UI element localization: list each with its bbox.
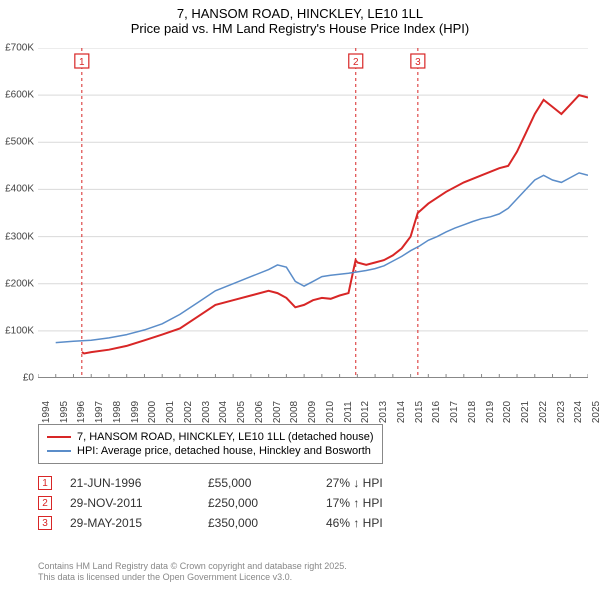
y-tick-label: £700K — [5, 43, 34, 54]
x-tick-label: 2012 — [360, 401, 371, 423]
title-block: 7, HANSOM ROAD, HINCKLEY, LE10 1LL Price… — [0, 0, 600, 36]
y-tick-label: £100K — [5, 325, 34, 336]
x-tick-label: 2002 — [183, 401, 194, 423]
x-tick-label: 2014 — [396, 401, 407, 423]
x-tick-label: 2018 — [467, 401, 478, 423]
sale-price: £350,000 — [208, 516, 308, 530]
series-price_paid — [82, 95, 588, 353]
legend-item: 7, HANSOM ROAD, HINCKLEY, LE10 1LL (deta… — [47, 431, 374, 443]
sale-row: 1 21-JUN-1996 £55,000 27% ↓ HPI — [38, 476, 426, 490]
sale-marker-badge: 2 — [38, 496, 52, 510]
title-address: 7, HANSOM ROAD, HINCKLEY, LE10 1LL — [0, 6, 600, 21]
sale-row: 2 29-NOV-2011 £250,000 17% ↑ HPI — [38, 496, 426, 510]
x-tick-label: 2022 — [538, 401, 549, 423]
sale-delta: 46% ↑ HPI — [326, 516, 426, 530]
x-tick-label: 2011 — [343, 401, 354, 423]
x-tick-label: 2000 — [147, 401, 158, 423]
x-tick-label: 2019 — [485, 401, 496, 423]
x-tick-label: 2015 — [414, 401, 425, 423]
plot-area: 1 2 3 — [38, 48, 588, 378]
svg-text:1: 1 — [79, 57, 85, 68]
legend-label: 7, HANSOM ROAD, HINCKLEY, LE10 1LL (deta… — [77, 431, 374, 443]
x-tick-label: 2013 — [378, 401, 389, 423]
x-tick-label: 2016 — [431, 401, 442, 423]
x-tick-label: 1999 — [130, 401, 141, 423]
x-tick-label: 1994 — [41, 401, 52, 423]
y-tick-label: £0 — [23, 373, 34, 384]
sale-delta: 27% ↓ HPI — [326, 476, 426, 490]
x-tick-label: 2003 — [201, 401, 212, 423]
x-tick-label: 2004 — [218, 401, 229, 423]
sale-price: £55,000 — [208, 476, 308, 490]
y-tick-label: £600K — [5, 90, 34, 101]
x-tick-label: 2025 — [591, 401, 600, 423]
footer-line1: Contains HM Land Registry data © Crown c… — [38, 561, 347, 573]
sale-marker-3: 3 — [411, 54, 425, 68]
y-tick-label: £200K — [5, 278, 34, 289]
sale-marker-2: 2 — [349, 54, 363, 68]
sale-row: 3 29-MAY-2015 £350,000 46% ↑ HPI — [38, 516, 426, 530]
x-tick-label: 2008 — [289, 401, 300, 423]
legend: 7, HANSOM ROAD, HINCKLEY, LE10 1LL (deta… — [38, 424, 383, 464]
sale-marker-badge: 1 — [38, 476, 52, 490]
footer: Contains HM Land Registry data © Crown c… — [38, 561, 347, 584]
x-tick-label: 2005 — [236, 401, 247, 423]
series-hpi — [56, 173, 588, 343]
x-tick-label: 1997 — [94, 401, 105, 423]
sale-marker-badge: 3 — [38, 516, 52, 530]
x-tick-label: 2006 — [254, 401, 265, 423]
x-tick-label: 2001 — [165, 401, 176, 423]
y-axis: £0£100K£200K£300K£400K£500K£600K£700K — [0, 48, 36, 378]
x-tick-label: 1995 — [59, 401, 70, 423]
legend-item: HPI: Average price, detached house, Hinc… — [47, 445, 374, 457]
sale-price: £250,000 — [208, 496, 308, 510]
title-subtitle: Price paid vs. HM Land Registry's House … — [0, 21, 600, 36]
x-tick-label: 2010 — [325, 401, 336, 423]
x-tick-label: 2007 — [272, 401, 283, 423]
sale-date: 21-JUN-1996 — [70, 476, 190, 490]
sale-date: 29-NOV-2011 — [70, 496, 190, 510]
sale-date: 29-MAY-2015 — [70, 516, 190, 530]
y-tick-label: £500K — [5, 137, 34, 148]
legend-label: HPI: Average price, detached house, Hinc… — [77, 445, 371, 457]
x-tick-label: 2021 — [520, 401, 531, 423]
chart-svg: 1 2 3 — [38, 48, 588, 378]
x-tick-label: 2023 — [556, 401, 567, 423]
x-tick-label: 2017 — [449, 401, 460, 423]
x-tick-label: 1998 — [112, 401, 123, 423]
x-axis: 1994 1995 1996 1997 1998 1999 2000 2001 2002 2003… — [38, 380, 588, 420]
sale-marker-1: 1 — [75, 54, 89, 68]
legend-swatch — [47, 436, 71, 438]
sale-delta: 17% ↑ HPI — [326, 496, 426, 510]
svg-text:2: 2 — [353, 57, 359, 68]
svg-text:3: 3 — [415, 57, 421, 68]
x-tick-label: 2024 — [573, 401, 584, 423]
sales-table: 1 21-JUN-1996 £55,000 27% ↓ HPI 2 29-NOV-2011… — [38, 470, 426, 536]
footer-line2: This data is licensed under the Open Gov… — [38, 572, 347, 584]
chart-container: 7, HANSOM ROAD, HINCKLEY, LE10 1LL Price… — [0, 0, 600, 590]
x-tick-label: 2009 — [307, 401, 318, 423]
y-tick-label: £400K — [5, 184, 34, 195]
legend-swatch — [47, 450, 71, 452]
x-tick-label: 1996 — [76, 401, 87, 423]
x-tick-label: 2020 — [502, 401, 513, 423]
y-tick-label: £300K — [5, 231, 34, 242]
